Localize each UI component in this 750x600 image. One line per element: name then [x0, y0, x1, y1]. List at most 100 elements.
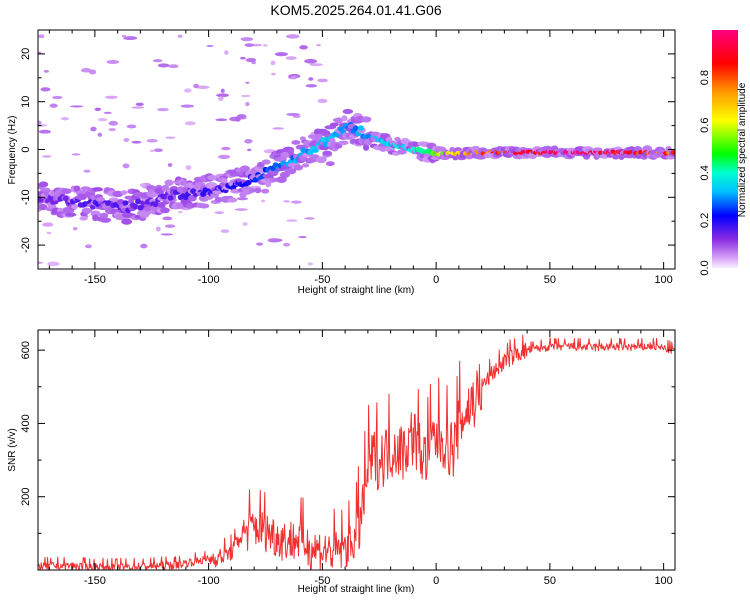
spectrogram-ridge-mark	[200, 191, 207, 197]
spectrogram-noise-blob	[157, 63, 170, 68]
spectrogram-noise-blob	[140, 243, 148, 249]
spectrogram-noise-blob	[193, 83, 200, 89]
spectrogram-x-tick-labels: -150 -100 -50 0 50 100	[84, 274, 673, 286]
spectrogram-noise-blob	[49, 103, 58, 108]
spectrogram-noise-blob	[316, 44, 321, 47]
spectrogram-halo-mark	[64, 212, 77, 217]
spectrogram-noise-blob	[146, 138, 158, 143]
colorbar-tick-label: 0.2	[699, 213, 711, 228]
x-tick-label: -100	[198, 274, 220, 286]
spectrogram-halo-mark	[249, 188, 256, 193]
spectrogram-noise-blob	[72, 226, 78, 231]
spectrogram-noise-blob	[108, 128, 117, 132]
spectrogram-noise-blob	[177, 34, 183, 38]
spectrogram-noise-blob	[304, 58, 318, 64]
spectrogram-halo-mark	[164, 179, 174, 186]
spectrogram-ridge-mark	[320, 136, 327, 143]
spectrogram-noise-blob	[177, 211, 183, 214]
spectrogram-noise-blob	[153, 148, 163, 153]
spectrogram-halo-mark	[329, 122, 339, 127]
spectrogram-halo-mark	[214, 197, 223, 203]
spectrogram-noise-blob	[38, 261, 44, 264]
spectrogram-noise-blob	[185, 165, 192, 170]
spectrogram-noise-blob	[108, 120, 119, 126]
spectrogram-ticks	[38, 29, 675, 270]
spectrogram-noise-blob	[214, 211, 225, 214]
spectrogram-noise-blob	[245, 58, 257, 63]
spectrogram-noise-blob	[245, 81, 250, 84]
spectrogram-halo-mark	[593, 147, 603, 152]
y-tick-label: 0	[20, 146, 32, 152]
spectrogram-noise-blob	[47, 261, 60, 267]
y-tick-label: 20	[20, 48, 32, 60]
spectrogram-halo-mark	[293, 164, 304, 171]
spectrogram-noise-blob	[85, 244, 92, 249]
spectrogram-noise-blob	[305, 84, 318, 88]
spectrogram-halo-mark	[91, 187, 104, 192]
spectrogram-noise-blob	[218, 154, 231, 159]
spectrogram-noise-blob	[123, 137, 130, 143]
spectrogram-heatmap	[38, 34, 675, 267]
spectrogram-halo-mark	[322, 150, 332, 156]
x-tick-label: -100	[198, 575, 220, 587]
spectrogram-halo-mark	[161, 184, 170, 192]
spectrogram-noise-blob	[240, 37, 254, 42]
spectrogram-noise-blob	[196, 85, 210, 89]
x-tick-label: 0	[433, 274, 439, 286]
spectrogram-noise-blob	[285, 34, 300, 39]
snr-panel: -150 -100 -50 0 50 100 200 400 600 Height of st…	[7, 329, 676, 595]
spectrogram-halo-mark	[436, 146, 447, 152]
spectrogram-noise-blob	[90, 126, 97, 132]
spectrogram-noise-blob	[61, 117, 70, 121]
spectrogram-noise-blob	[103, 111, 112, 115]
spectrogram-halo-mark	[338, 140, 349, 145]
spectrogram-noise-blob	[126, 124, 137, 129]
spectrogram-noise-blob	[304, 217, 315, 220]
spectrogram-noise-blob	[123, 36, 138, 41]
y-tick-label: -20	[20, 237, 32, 253]
spectrogram-x-axis-label: Height of straight line (km)	[298, 285, 415, 296]
spectrogram-ridge-mark	[135, 198, 142, 205]
spectrogram-halo-mark	[361, 116, 372, 123]
spectrogram-ridge-mark	[152, 201, 159, 208]
spectrogram-halo-mark	[227, 197, 238, 203]
spectrogram-ridge-mark	[252, 176, 259, 183]
spectrogram-noise-blob	[104, 95, 118, 99]
colorbar-tick-label: 0.0	[699, 260, 711, 275]
spectrogram-noise-blob	[244, 43, 255, 47]
spectrogram-noise-blob	[180, 104, 195, 108]
spectrogram-noise-blob	[282, 200, 291, 203]
spectrogram-noise-blob	[122, 163, 130, 169]
spectrogram-noise-blob	[42, 155, 52, 158]
spectrogram-noise-blob	[131, 140, 142, 144]
x-tick-label: 0	[433, 575, 439, 587]
spectrogram-halo-mark	[363, 144, 370, 151]
spectrogram-noise-blob	[325, 161, 335, 167]
spectrogram-halo-mark	[221, 178, 228, 184]
spectrogram-ridge-mark	[670, 150, 675, 155]
spectrogram-noise-blob	[97, 132, 103, 137]
spectrogram-noise-blob	[299, 45, 308, 50]
spectrogram-noise-blob	[261, 188, 270, 194]
spectrogram-halo-mark	[334, 143, 343, 149]
spectrogram-noise-blob	[42, 222, 54, 227]
colorbar-tick-label: 0.6	[699, 118, 711, 133]
spectrogram-noise-blob	[286, 219, 298, 222]
spectrogram-halo-mark	[334, 117, 343, 124]
spectrogram-halo-mark	[299, 136, 306, 141]
spectrogram-noise-blob	[317, 98, 328, 104]
y-tick-label: 10	[20, 96, 32, 108]
spectrogram-noise-blob	[317, 78, 328, 83]
spectrogram-halo-mark	[81, 207, 93, 214]
spectrogram-halo-mark	[79, 216, 88, 221]
spectrogram-halo-mark	[261, 159, 271, 165]
spectrogram-noise-blob	[206, 44, 214, 48]
x-tick-label: 50	[544, 575, 556, 587]
spectrogram-noise-blob	[218, 96, 224, 101]
snr-series-line	[38, 334, 675, 570]
spectrogram-noise-blob	[43, 69, 49, 73]
spectrogram-halo-mark	[302, 163, 310, 168]
spectrogram-halo-mark	[276, 176, 287, 184]
